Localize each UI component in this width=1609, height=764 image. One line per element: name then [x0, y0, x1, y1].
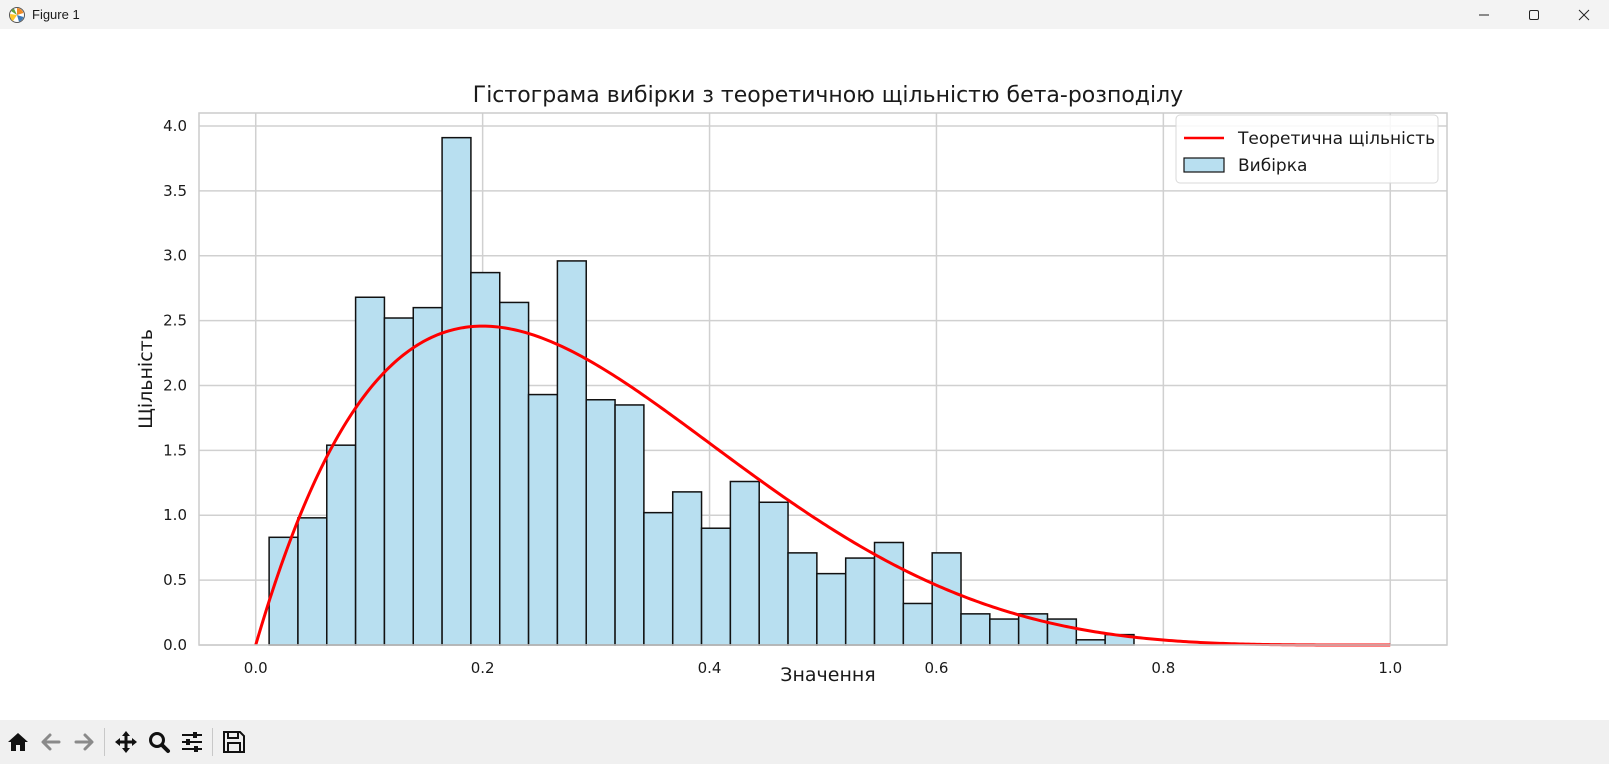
y-tick-label: 2.5 — [163, 312, 187, 330]
y-tick-label: 1.5 — [163, 441, 187, 459]
x-tick-label: 0.2 — [471, 659, 495, 677]
y-axis-label: Щільність — [135, 329, 157, 429]
maximize-icon — [1529, 9, 1539, 20]
y-tick-label: 3.5 — [163, 182, 187, 200]
close-icon — [1578, 9, 1590, 20]
histogram-bar — [585, 399, 616, 646]
histogram-bar — [960, 613, 991, 646]
y-tick-label: 2.0 — [163, 376, 187, 394]
histogram-bar — [700, 527, 732, 646]
toolbar-separator — [104, 728, 105, 756]
x-axis-label: Значення — [780, 664, 875, 686]
histogram-bar — [643, 511, 674, 646]
sliders-icon — [182, 732, 202, 752]
back-button[interactable] — [35, 726, 67, 758]
floppy-icon — [223, 731, 245, 753]
theoretical-density-line — [254, 324, 1391, 647]
magnifier-icon — [149, 732, 170, 753]
histogram-bar — [902, 602, 933, 646]
histogram-bar — [729, 480, 760, 646]
y-tick-label: 1.0 — [163, 506, 187, 524]
histogram-bar — [873, 541, 905, 646]
histogram-bar — [989, 618, 1020, 646]
close-button[interactable] — [1559, 0, 1609, 29]
x-tick-label: 0.0 — [244, 659, 268, 677]
density-line-layer — [254, 324, 1391, 647]
y-tick-label: 0.0 — [163, 636, 187, 654]
window-titlebar: Figure 1 — [0, 0, 1609, 29]
x-tick-label: 0.4 — [698, 659, 722, 677]
minimize-icon — [1479, 14, 1489, 15]
histogram-bar — [470, 271, 501, 646]
arrow-right-icon — [74, 733, 94, 751]
home-icon — [8, 733, 28, 751]
y-tick-labels: 0.0 0.5 1.0 1.5 2.0 2.5 3.0 3.5 4.0 — [163, 117, 187, 654]
arrow-left-icon — [41, 733, 61, 751]
move-icon — [115, 731, 137, 753]
zoom-button[interactable] — [143, 726, 175, 758]
histogram-bar — [1075, 639, 1106, 646]
window-controls — [1459, 0, 1609, 29]
maximize-button[interactable] — [1509, 0, 1559, 29]
navigation-toolbar — [0, 720, 1609, 764]
histogram-bar — [844, 557, 876, 646]
matplotlib-app-icon — [8, 6, 26, 24]
histogram-bar — [326, 444, 357, 646]
histogram-bar — [816, 572, 847, 646]
legend: Теоретична щільність Вибірка — [1175, 114, 1439, 184]
histogram-bar — [412, 306, 443, 646]
histogram-bars — [268, 136, 1135, 646]
histogram-bar — [758, 501, 789, 646]
chart-title: Гістограма вибірки з теоретичною щільніс… — [473, 83, 1183, 108]
y-tick-label: 3.0 — [163, 247, 187, 265]
histogram-bar — [556, 260, 587, 646]
histogram-bar — [787, 552, 818, 646]
figure-canvas[interactable]: Гістограма вибірки з теоретичною щільніс… — [0, 29, 1609, 720]
histogram-bar — [297, 517, 328, 646]
x-tick-labels: 0.0 0.2 0.4 0.6 0.8 1.0 — [244, 659, 1402, 677]
x-tick-label: 0.8 — [1151, 659, 1175, 677]
legend-frame — [1175, 114, 1439, 184]
window-title: Figure 1 — [32, 7, 80, 22]
legend-label-sample: Вибірка — [1238, 156, 1307, 176]
forward-button[interactable] — [68, 726, 100, 758]
y-tick-label: 4.0 — [163, 117, 187, 135]
configure-subplots-button[interactable] — [176, 726, 208, 758]
pan-button[interactable] — [110, 726, 142, 758]
histogram-bar — [671, 491, 703, 646]
histogram-bar — [498, 301, 530, 646]
save-button[interactable] — [218, 726, 250, 758]
legend-bar-swatch — [1183, 157, 1225, 173]
x-tick-label: 1.0 — [1378, 659, 1402, 677]
histogram-bar — [1017, 613, 1049, 646]
x-tick-label: 0.6 — [925, 659, 949, 677]
histogram-bar — [931, 552, 962, 646]
home-button[interactable] — [2, 726, 34, 758]
toolbar-separator — [212, 728, 213, 756]
histogram-bar — [441, 136, 472, 646]
histogram-bar — [527, 393, 559, 646]
histogram-bar — [614, 404, 645, 646]
histogram-bar — [354, 296, 386, 646]
legend-label-density: Теоретична щільність — [1237, 129, 1435, 149]
minimize-button[interactable] — [1459, 0, 1509, 29]
chart: Гістограма вибірки з теоретичною щільніс… — [135, 83, 1448, 686]
y-tick-label: 0.5 — [163, 571, 187, 589]
axes-frame — [198, 112, 1448, 646]
